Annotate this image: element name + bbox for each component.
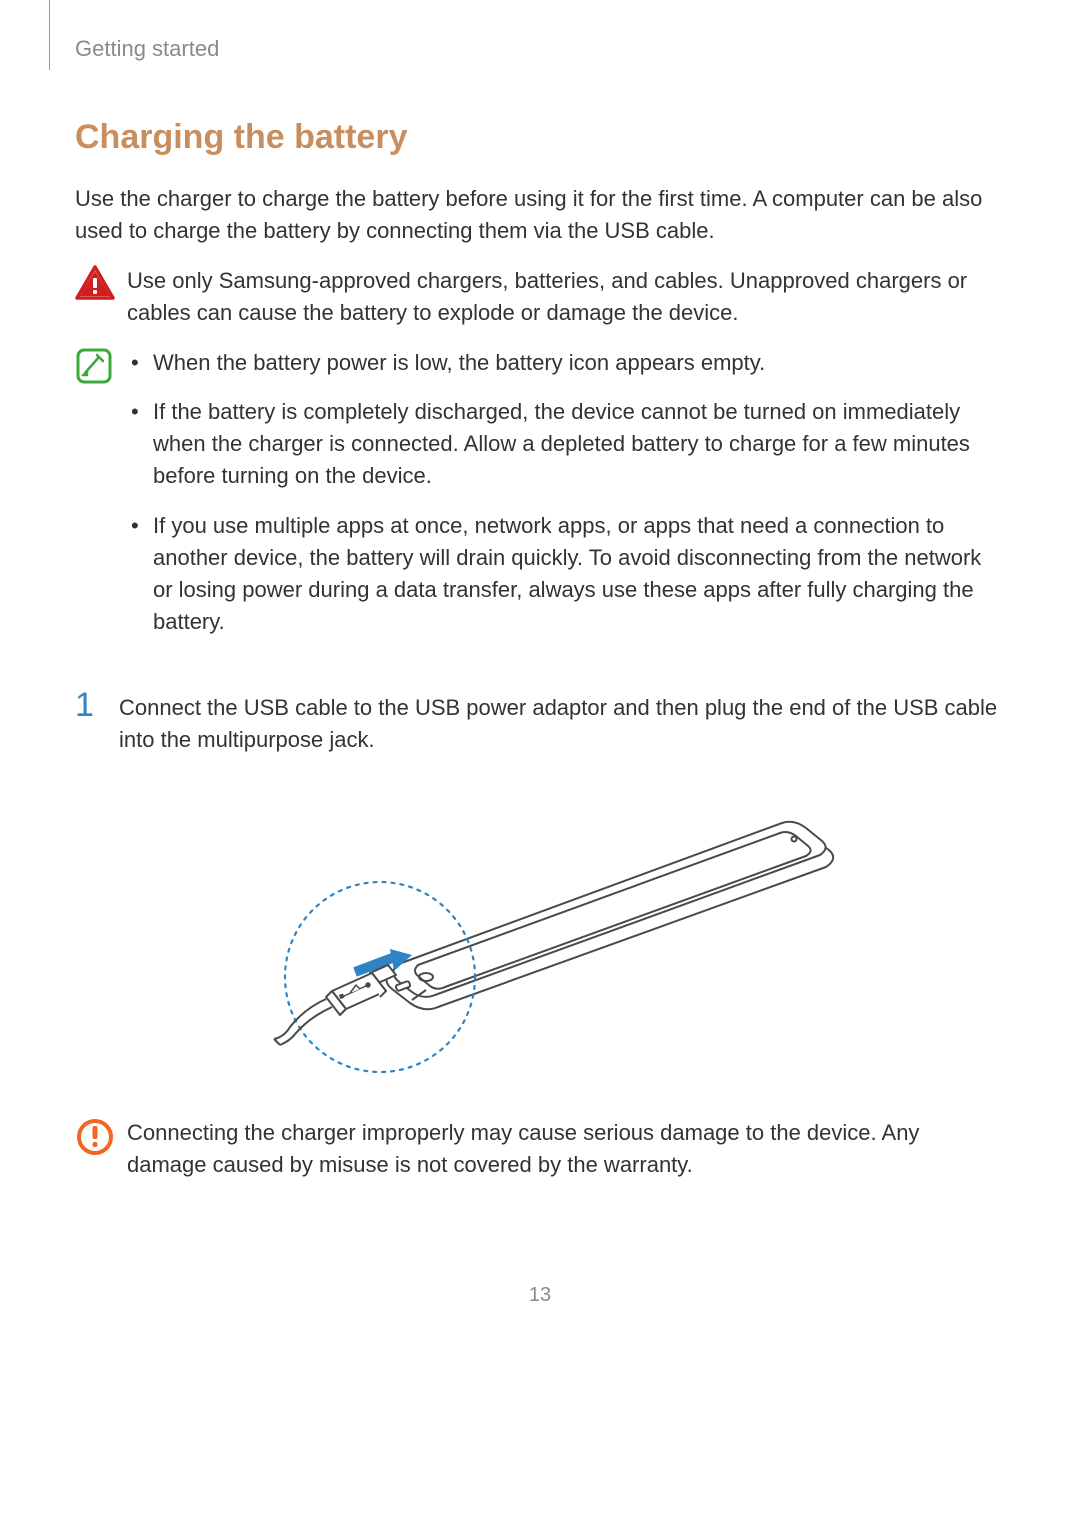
caution-block: Connecting the charger improperly may ca… <box>75 1117 1005 1181</box>
note-list: When the battery power is low, the batte… <box>127 347 1005 638</box>
step-1: 1 Connect the USB cable to the USB power… <box>75 688 1005 756</box>
charging-illustration <box>220 777 860 1077</box>
note-bullet: If you use multiple apps at once, networ… <box>127 510 1005 638</box>
caution-text: Connecting the charger improperly may ca… <box>127 1117 1005 1181</box>
section-title: Charging the battery <box>75 118 1005 157</box>
step-text: Connect the USB cable to the USB power a… <box>119 688 1005 756</box>
step-number: 1 <box>75 688 119 722</box>
page-number: 13 <box>0 1284 1080 1307</box>
warning-block: Use only Samsung-approved chargers, batt… <box>75 265 1005 329</box>
breadcrumb: Getting started <box>75 36 1005 62</box>
note-bullet: If the battery is completely discharged,… <box>127 396 1005 492</box>
note-block: When the battery power is low, the batte… <box>75 347 1005 656</box>
note-icon <box>75 347 113 385</box>
intro-text: Use the charger to charge the battery be… <box>75 183 1005 247</box>
warning-text: Use only Samsung-approved chargers, batt… <box>127 265 1005 329</box>
warning-icon <box>75 265 115 301</box>
note-bullet: When the battery power is low, the batte… <box>127 347 1005 379</box>
caution-icon <box>75 1117 115 1157</box>
